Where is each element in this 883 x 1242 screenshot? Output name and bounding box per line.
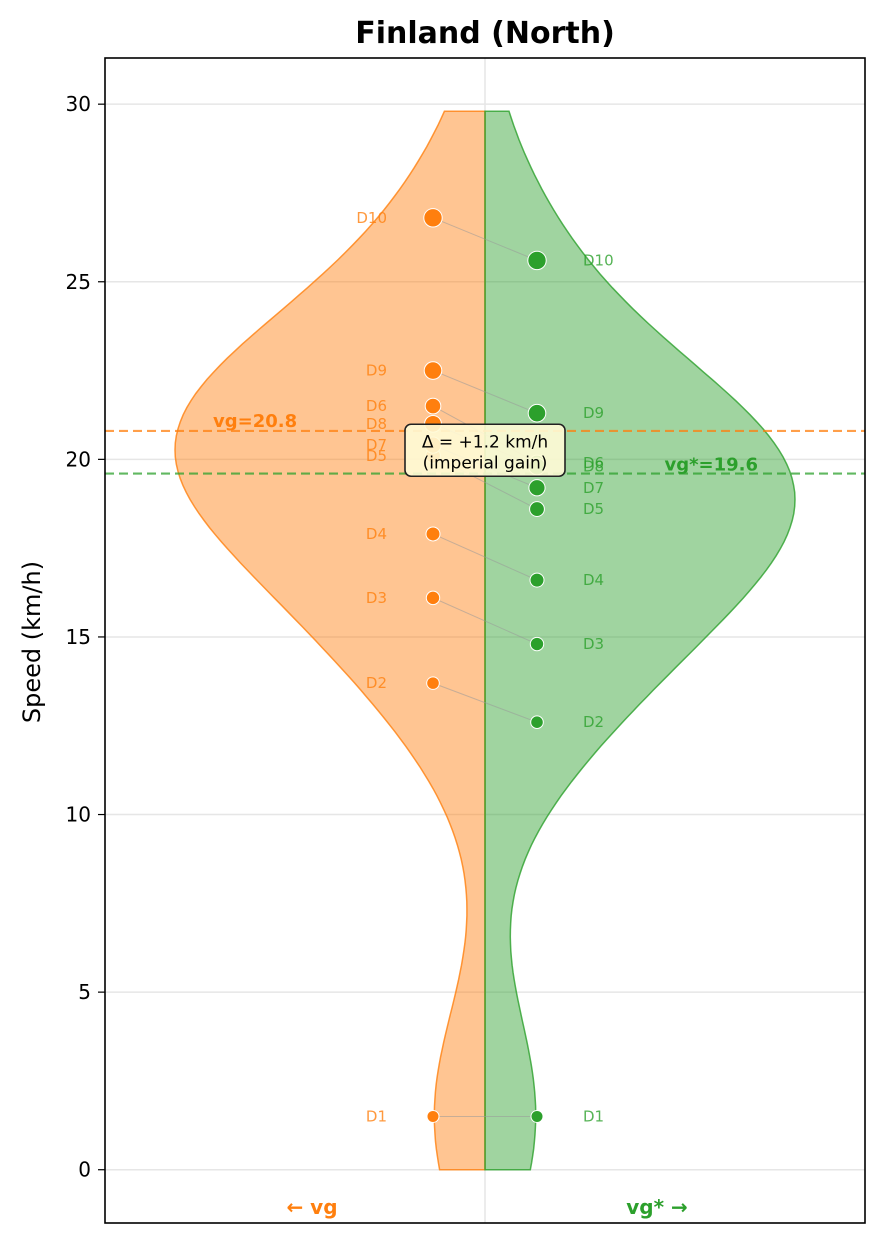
point-vg*-D4 (529, 572, 545, 588)
point-vg*-D2 (530, 715, 544, 729)
point-label: D5 (583, 500, 604, 518)
point-vg*-D3 (529, 636, 545, 652)
y-tick-label: 10 (66, 803, 91, 827)
pair-connector (432, 533, 538, 581)
pair-connector (432, 682, 538, 723)
pair-connector (432, 370, 538, 414)
plot-area: 051015202530vg=20.8vg*=19.6D1D2D3D4D5D6D… (66, 57, 866, 1224)
delta-annotation-line2: (imperial gain) (423, 453, 548, 473)
point-label: D9 (366, 362, 387, 380)
point-label: D4 (583, 571, 604, 589)
point-label: D1 (583, 1107, 604, 1125)
violin-left-vg (174, 110, 486, 1171)
chart-title: Finland (North) (355, 16, 615, 51)
point-label: D6 (366, 397, 387, 415)
point-label: D7 (366, 436, 387, 454)
point-vg*-D10 (527, 250, 547, 271)
y-tick-label: 15 (66, 625, 91, 649)
y-tick-label: 0 (78, 1158, 91, 1182)
point-label: D1 (366, 1107, 387, 1125)
point-vg-D4 (425, 526, 441, 542)
point-label: D7 (583, 479, 604, 497)
point-label: D9 (583, 404, 604, 422)
point-vg*-D9 (527, 403, 547, 423)
y-tick-label: 5 (78, 980, 91, 1004)
y-axis-label: Speed (km/h) (18, 561, 46, 723)
pair-connector (432, 597, 538, 645)
pair-connector (432, 217, 538, 261)
y-tick-label: 25 (66, 270, 91, 294)
point-vg-D9 (423, 361, 443, 380)
point-label: D3 (583, 635, 604, 653)
point-vg*-D5 (529, 501, 545, 517)
point-label: D4 (366, 525, 387, 543)
point-vg-D2 (426, 676, 440, 690)
point-label: D10 (583, 251, 614, 269)
violin-right-vg-star (484, 110, 796, 1171)
y-tick-label: 20 (66, 447, 91, 471)
right-side-label: vg* → (626, 1195, 688, 1219)
point-vg*-D1 (530, 1109, 544, 1123)
delta-annotation-line1: Δ = +1.2 km/h (422, 432, 548, 452)
point-vg-D6 (424, 397, 442, 415)
point-label: D2 (366, 674, 387, 692)
delta-annotation-box (404, 423, 566, 478)
point-vg*-D7 (528, 479, 546, 497)
mean-label-vg-star: vg*=19.6 (664, 455, 758, 476)
point-label: D5 (366, 447, 387, 465)
plot-frame (104, 57, 866, 1224)
point-label: D6 (583, 454, 604, 472)
point-vg-D10 (423, 208, 443, 228)
point-vg-D1 (426, 1109, 440, 1123)
point-label: D8 (366, 415, 387, 433)
mean-label-vg: vg=20.8 (213, 411, 297, 432)
point-vg-D3 (425, 590, 441, 606)
point-label: D8 (583, 457, 604, 475)
point-label: D10 (356, 209, 387, 227)
y-tick-label: 30 (66, 92, 91, 116)
left-side-label: ← vg (286, 1195, 337, 1219)
point-label: D3 (366, 589, 387, 607)
point-label: D2 (583, 713, 604, 731)
